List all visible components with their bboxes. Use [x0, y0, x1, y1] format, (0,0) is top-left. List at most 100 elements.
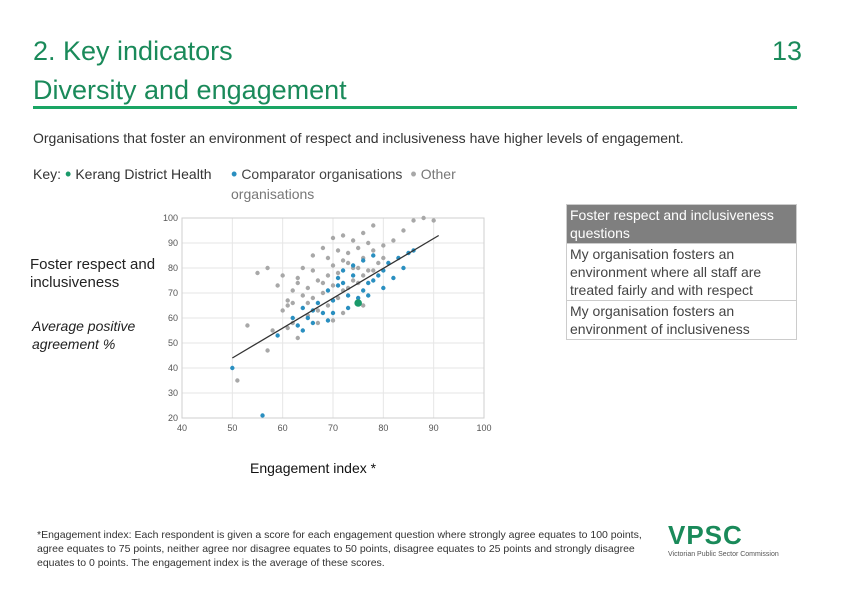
- point-other: [335, 295, 341, 301]
- point-other: [361, 230, 366, 236]
- point-other: [315, 278, 321, 283]
- page-title: 2. Key indicators: [33, 36, 233, 66]
- point-other: [320, 245, 326, 251]
- other-dot-icon: •: [410, 164, 417, 184]
- point-comparator: [366, 280, 371, 286]
- point-other: [366, 240, 371, 246]
- point-comparator: [345, 305, 351, 311]
- point-comparator: [300, 328, 305, 333]
- y-tick-label: 30: [168, 388, 178, 398]
- legend-comparator-label: Comparator organisations: [241, 166, 403, 182]
- scatter-chart: 20 30 40 50 60 70 80 90 100 40 50 60 70 80 90 100: [163, 213, 492, 433]
- point-other: [255, 270, 260, 276]
- point-comparator: [355, 295, 361, 301]
- point-comparator: [275, 333, 280, 338]
- logo-wordmark: VPSC: [668, 520, 743, 550]
- point-comparator: [290, 315, 295, 321]
- trend-line: [232, 234, 440, 359]
- point-other: [355, 265, 361, 271]
- y-axis-title: Foster respect and inclusiveness: [30, 256, 156, 291]
- point-kerang: [354, 299, 362, 307]
- point-comparator: [361, 288, 366, 293]
- point-other: [366, 268, 371, 273]
- x-tick-label: 40: [177, 423, 187, 433]
- point-comparator: [391, 275, 396, 281]
- legend-kerang-label: Kerang District Health: [75, 166, 212, 182]
- point-other: [300, 265, 305, 271]
- point-comparator: [371, 278, 376, 283]
- point-other: [421, 215, 426, 221]
- y-tick-label: 60: [168, 313, 178, 323]
- page-subtitle-heading: Diversity and engagement: [33, 75, 347, 105]
- legend-other-label: Other organisations: [231, 166, 456, 202]
- point-other: [381, 243, 386, 248]
- point-other: [305, 300, 311, 306]
- point-comparator: [300, 305, 305, 311]
- point-comparator: [310, 320, 316, 326]
- point-comparator: [305, 315, 311, 321]
- point-comparator: [325, 288, 331, 293]
- questions-table: Foster respect and inclusiveness questio…: [566, 204, 797, 340]
- point-other: [350, 278, 356, 283]
- point-other: [340, 310, 346, 316]
- point-comparator: [381, 285, 386, 291]
- point-other: [265, 348, 270, 353]
- point-other: [315, 308, 321, 313]
- point-other: [350, 238, 356, 243]
- point-other: [275, 283, 280, 288]
- y-tick-label: 90: [168, 238, 178, 248]
- point-other: [310, 253, 316, 258]
- point-other: [305, 285, 311, 291]
- point-other: [381, 255, 386, 261]
- point-comparator: [361, 258, 366, 263]
- point-comparator: [350, 273, 356, 278]
- point-comparator: [295, 323, 300, 328]
- point-comparator: [330, 310, 336, 316]
- point-other: [335, 270, 341, 276]
- point-other: [325, 255, 331, 261]
- point-other: [411, 218, 416, 223]
- y-tick-label: 50: [168, 338, 178, 348]
- point-other: [371, 248, 376, 253]
- point-other: [340, 258, 346, 263]
- point-other: [335, 248, 341, 253]
- point-other: [310, 295, 316, 301]
- point-other: [310, 268, 316, 273]
- point-other: [330, 283, 336, 288]
- slide-subtitle: Organisations that foster an environment…: [33, 130, 684, 146]
- footnote-text: Each respondent is given a score for eac…: [37, 529, 642, 569]
- point-other: [355, 245, 361, 251]
- point-other: [270, 328, 275, 333]
- title-rule: [33, 106, 797, 109]
- legend-key-label: Key:: [33, 166, 62, 182]
- point-comparator: [335, 275, 341, 281]
- point-other: [295, 335, 300, 341]
- x-tick-label: 90: [429, 423, 439, 433]
- point-other: [295, 275, 300, 281]
- x-tick-label: 60: [278, 423, 288, 433]
- point-comparator: [260, 413, 265, 418]
- y-tick-label: 100: [163, 213, 178, 223]
- point-comparator: [320, 310, 326, 316]
- vpsc-logo: VPSC Victorian Public Sector Commission: [668, 520, 798, 558]
- point-comparator: [335, 283, 341, 288]
- x-tick-label: 50: [227, 423, 237, 433]
- page-number: 13: [771, 36, 802, 66]
- point-comparator: [350, 263, 356, 268]
- point-other: [376, 260, 381, 266]
- y-tick-label: 20: [168, 413, 178, 423]
- questions-table-row: My organisation fosters an environment o…: [567, 300, 796, 339]
- point-other: [300, 293, 305, 298]
- x-tick-label: 100: [476, 423, 491, 433]
- x-axis-title: Engagement index *: [250, 460, 377, 476]
- footnote: *Engagement index: Each respondent is gi…: [37, 528, 665, 570]
- point-other: [330, 318, 336, 323]
- y-tick-label: 80: [168, 263, 178, 273]
- point-other: [340, 233, 346, 238]
- point-other: [285, 325, 290, 331]
- point-comparator: [376, 273, 381, 278]
- point-comparator: [401, 265, 406, 271]
- point-comparator: [345, 293, 351, 298]
- point-other: [245, 323, 250, 328]
- point-other: [235, 378, 240, 383]
